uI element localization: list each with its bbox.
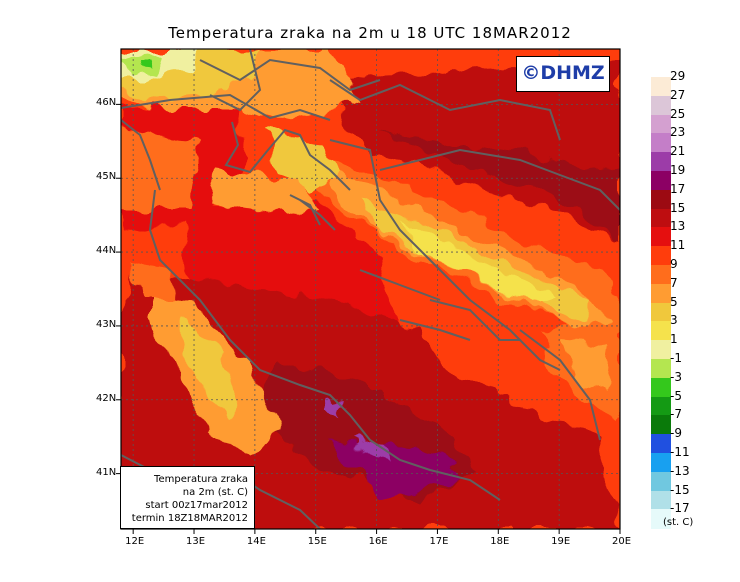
lon-label: 19E xyxy=(551,536,571,547)
legend-swatch xyxy=(651,171,671,191)
legend-swatch xyxy=(651,189,671,210)
legend-label: -11 xyxy=(670,445,690,459)
legend-swatch xyxy=(651,453,671,473)
info-line: Temperatura zraka xyxy=(154,474,248,485)
coastlines xyxy=(121,49,620,529)
temperature-field xyxy=(121,49,620,529)
legend-label: 17 xyxy=(670,181,686,196)
legend-swatch xyxy=(651,208,671,228)
info-line: start 00z17mar2012 xyxy=(145,500,248,511)
legend-label: -17 xyxy=(670,501,690,516)
legend-swatch xyxy=(651,340,671,360)
dhmz-logo: ©DHMZ xyxy=(516,56,610,92)
lon-label: 12E xyxy=(125,536,145,547)
legend-swatch xyxy=(651,359,671,379)
legend-label: -9 xyxy=(670,426,682,441)
page-title: Temperatura zraka na 2m u 18 UTC 18MAR20… xyxy=(168,24,572,42)
legend-swatch xyxy=(651,396,671,416)
lon-label: 15E xyxy=(307,536,327,547)
legend-swatch xyxy=(651,471,671,492)
legend-swatch xyxy=(651,415,671,435)
legend-swatch xyxy=(651,490,671,510)
legend-label: 19 xyxy=(670,163,686,177)
lon-label: 14E xyxy=(246,536,266,547)
lon-label: 16E xyxy=(368,536,388,547)
lat-label: 42N xyxy=(96,392,117,404)
legend-label: -7 xyxy=(670,407,682,422)
legend-label: -3 xyxy=(670,369,682,384)
grid-lines xyxy=(121,49,620,529)
legend-swatch xyxy=(651,283,671,304)
lat-label: 43N xyxy=(96,318,117,330)
legend-swatch xyxy=(651,133,671,153)
legend-label: 23 xyxy=(670,125,686,140)
legend-swatch xyxy=(651,509,671,529)
legend-swatch xyxy=(651,77,671,97)
legend-swatch xyxy=(651,152,671,172)
info-line: termin 18Z18MAR2012 xyxy=(131,513,248,524)
lon-label: 18E xyxy=(490,536,510,547)
info-box: Temperatura zraka na 2m (st. C) start 00… xyxy=(120,466,255,529)
legend-label: 13 xyxy=(670,219,686,234)
legend-swatch xyxy=(651,227,671,247)
lon-label: 20E xyxy=(612,536,632,547)
legend-label: 1 xyxy=(670,332,678,347)
legend-label: 9 xyxy=(670,257,678,271)
lon-label: 13E xyxy=(186,536,206,547)
legend-swatch xyxy=(651,434,671,454)
legend-label: -1 xyxy=(670,351,682,365)
legend-label: 5 xyxy=(670,294,678,309)
lat-label: 46N xyxy=(96,97,117,109)
map-frame xyxy=(120,48,621,530)
legend-swatch xyxy=(651,302,671,322)
legend-label: 27 xyxy=(670,87,686,102)
legend-swatch xyxy=(651,114,671,134)
legend-swatch xyxy=(651,265,671,285)
legend-label: 3 xyxy=(670,313,678,328)
legend-label: 21 xyxy=(670,144,686,159)
lon-label: 17E xyxy=(429,536,449,547)
legend-swatch xyxy=(651,321,671,341)
legend-label: 29 xyxy=(670,69,686,83)
legend-label: 15 xyxy=(670,200,686,215)
lat-label: 44N xyxy=(96,245,117,257)
axis-ticks xyxy=(116,103,621,534)
legend-label: -15 xyxy=(670,482,690,497)
lat-label: 45N xyxy=(96,171,117,183)
legend-swatch xyxy=(651,246,671,266)
legend-label: 7 xyxy=(670,275,678,290)
legend-swatch xyxy=(651,95,671,116)
legend-label: 25 xyxy=(670,106,686,121)
legend-label: 11 xyxy=(670,238,686,253)
legend-label: -13 xyxy=(670,463,690,478)
lat-label: 41N xyxy=(96,466,117,478)
legend-swatch xyxy=(651,377,671,398)
legend-unit: (st. C) xyxy=(663,517,694,528)
info-line: na 2m (st. C) xyxy=(182,487,248,498)
legend-label: -5 xyxy=(670,388,682,403)
